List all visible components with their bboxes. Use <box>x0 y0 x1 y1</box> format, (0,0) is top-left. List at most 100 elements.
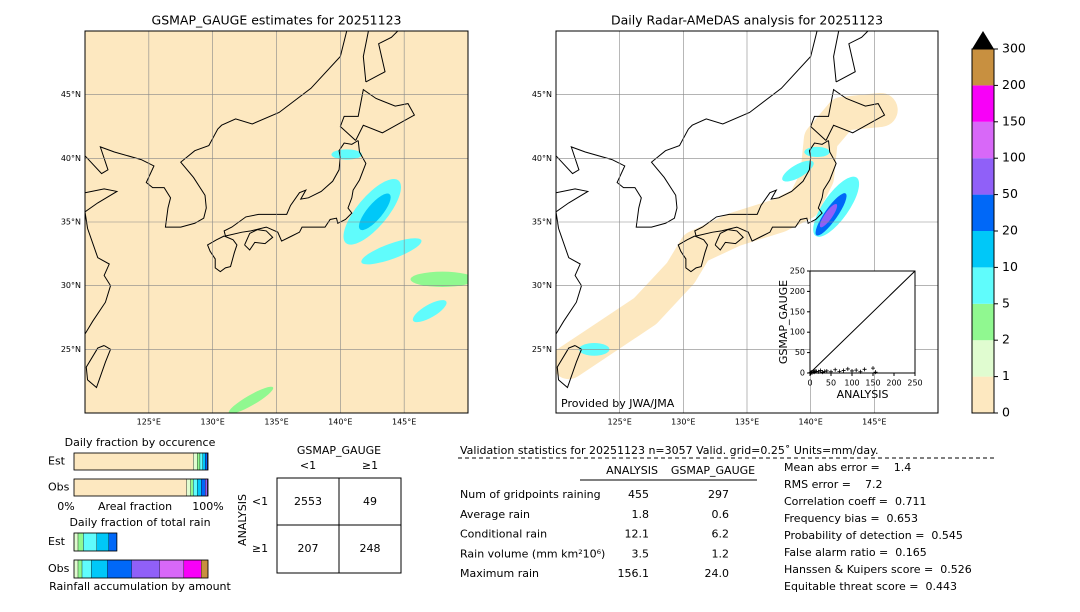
y-tick-label: 250 <box>790 267 805 276</box>
y-tick-label: 40°N <box>61 154 81 163</box>
fraction-segment <box>91 559 108 579</box>
y-tick-label: 45°N <box>532 90 552 99</box>
colorbar-label: 0 <box>1002 405 1010 420</box>
scatter-point <box>837 369 842 374</box>
rain-area <box>410 271 468 287</box>
bar-frame <box>73 478 209 497</box>
colorbar-label: 200 <box>1002 77 1026 92</box>
bar-frame <box>73 532 118 552</box>
coastline <box>85 188 119 335</box>
scatter-point <box>829 369 833 374</box>
column-header: ANALYSIS <box>606 464 658 477</box>
score: Equitable threat score = 0.443 <box>784 580 957 593</box>
stat-value: 6.2 <box>712 528 730 541</box>
fraction-segment <box>205 452 208 471</box>
y-tick-label: 35°N <box>532 218 552 227</box>
scatter-point <box>818 368 823 373</box>
y-tick-label: 50 <box>795 348 805 357</box>
fraction-segment <box>186 478 191 497</box>
column-title: GSMAP_GAUGE <box>297 444 381 457</box>
fraction-segment <box>73 452 194 471</box>
fraction-segment <box>96 532 109 552</box>
stat-label: Num of gridpoints raining <box>460 488 601 501</box>
analysis-coverage <box>556 92 898 380</box>
stat-value: 156.1 <box>618 567 650 580</box>
scatter-point <box>814 369 819 374</box>
x-tick-label: 200 <box>886 379 901 388</box>
table-cell: 2553 <box>294 495 322 508</box>
rain-area <box>228 386 274 413</box>
colorbar-segment <box>972 194 994 231</box>
x-axis-label: ANALYSIS <box>837 388 889 401</box>
fraction-segment <box>108 532 118 552</box>
scatter-point <box>824 368 829 373</box>
y-tick-label: 45°N <box>61 90 81 99</box>
score: RMS error = 7.2 <box>784 478 882 491</box>
coastline <box>677 235 709 273</box>
fraction-segment <box>197 452 201 471</box>
fraction-segment <box>205 478 208 497</box>
x-tick-label: 135°E <box>735 418 759 427</box>
x-tick-label: 130°E <box>671 418 695 427</box>
colorbar-label: 150 <box>1002 113 1026 128</box>
scatter-point <box>862 367 867 372</box>
row-label: Obs <box>48 481 70 494</box>
x-tick-label: 145°E <box>862 418 886 427</box>
y-tick-label: 30°N <box>61 281 81 290</box>
coastline <box>244 229 274 251</box>
colorbar-segment <box>972 49 994 86</box>
scatter-point <box>858 369 863 374</box>
rain-area <box>361 238 422 265</box>
coastline <box>694 140 837 242</box>
x-tick-label: 150 <box>865 379 880 388</box>
map-title: Daily Radar-AMeDAS analysis for 20251123 <box>611 13 883 28</box>
fraction-segment <box>159 559 185 579</box>
axis-label: Rainfall accumulation by amount <box>49 580 231 593</box>
score: False alarm ratio = 0.165 <box>784 546 927 559</box>
stat-label: Average rain <box>460 508 530 521</box>
fraction-segment <box>73 559 79 579</box>
fraction-segment <box>193 478 198 497</box>
stat-value: 455 <box>628 488 649 501</box>
colorbar-segment <box>972 267 994 304</box>
colorbar-label: 2 <box>1002 332 1010 347</box>
scatter-point <box>871 366 875 371</box>
score: Correlation coeff = 0.711 <box>784 495 926 508</box>
colorbar-label: 5 <box>1002 295 1010 310</box>
fraction-segment <box>83 532 97 552</box>
fraction-segment <box>201 478 206 497</box>
x-tick-label: 250 <box>907 379 922 388</box>
map-left_map <box>85 31 468 413</box>
y-tick-label: 150 <box>790 307 805 316</box>
scatter-point <box>822 369 827 374</box>
fraction-segment <box>199 452 203 471</box>
colorbar-segment <box>972 85 994 122</box>
scatter-point <box>873 370 878 375</box>
fraction-segment <box>77 559 83 579</box>
table-cell: 49 <box>363 495 377 508</box>
scatter-point <box>841 368 846 373</box>
row-label: ≥1 <box>252 542 268 555</box>
coastline <box>206 235 238 273</box>
stat-label: Maximum rain <box>460 567 539 580</box>
colorbar-label: 300 <box>1002 41 1026 56</box>
stat-label: Rain volume (mm km²10⁶) <box>460 547 605 560</box>
x-tick-label: 135°E <box>264 418 288 427</box>
fraction-segment <box>201 559 209 579</box>
rain-area <box>412 300 447 323</box>
stat-label: Conditional rain <box>460 528 547 541</box>
colorbar-label: 1 <box>1002 368 1010 383</box>
column-header: GSMAP_GAUGE <box>671 464 755 477</box>
x-tick-label: 50 <box>826 379 836 388</box>
scatter-point <box>850 368 854 373</box>
scatter-point <box>820 370 825 375</box>
scatter-point <box>845 366 850 371</box>
fraction-segment <box>193 452 198 471</box>
y-axis-label: GSMAP_GAUGE <box>777 280 790 364</box>
colorbar-segment <box>972 158 994 195</box>
axis-end-label: 100% <box>192 500 223 513</box>
stat-value: 0.6 <box>712 508 730 521</box>
stat-value: 12.1 <box>625 528 650 541</box>
y-tick-label: 35°N <box>61 218 81 227</box>
